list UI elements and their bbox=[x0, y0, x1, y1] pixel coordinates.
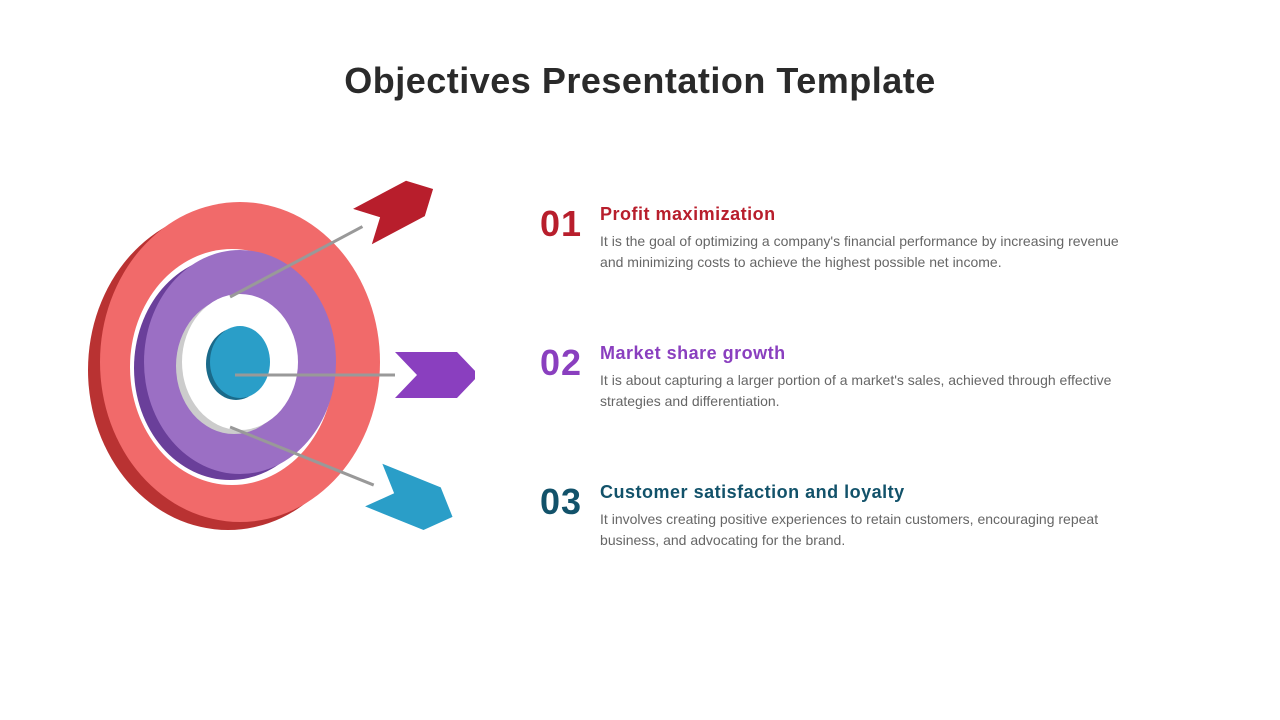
target-graphic bbox=[80, 152, 500, 592]
objective-text: Market share growth It is about capturin… bbox=[600, 343, 1200, 412]
objective-item-1: 01 Profit maximization It is the goal of… bbox=[540, 204, 1200, 273]
slide: Objectives Presentation Template bbox=[0, 0, 1280, 720]
objective-number: 03 bbox=[540, 484, 582, 520]
objective-description: It is about capturing a larger portion o… bbox=[600, 370, 1120, 412]
objective-number: 01 bbox=[540, 206, 582, 242]
objective-text: Profit maximization It is the goal of op… bbox=[600, 204, 1200, 273]
objective-heading: Customer satisfaction and loyalty bbox=[600, 482, 1200, 503]
objective-text: Customer satisfaction and loyalty It inv… bbox=[600, 482, 1200, 551]
slide-title: Objectives Presentation Template bbox=[80, 60, 1200, 102]
objectives-list: 01 Profit maximization It is the goal of… bbox=[540, 194, 1200, 551]
objective-description: It is the goal of optimizing a company's… bbox=[600, 231, 1120, 273]
objective-item-3: 03 Customer satisfaction and loyalty It … bbox=[540, 482, 1200, 551]
objective-item-2: 02 Market share growth It is about captu… bbox=[540, 343, 1200, 412]
objective-number: 02 bbox=[540, 345, 582, 381]
content-area: 01 Profit maximization It is the goal of… bbox=[80, 152, 1200, 592]
objective-heading: Market share growth bbox=[600, 343, 1200, 364]
objective-description: It involves creating positive experience… bbox=[600, 509, 1120, 551]
objective-heading: Profit maximization bbox=[600, 204, 1200, 225]
